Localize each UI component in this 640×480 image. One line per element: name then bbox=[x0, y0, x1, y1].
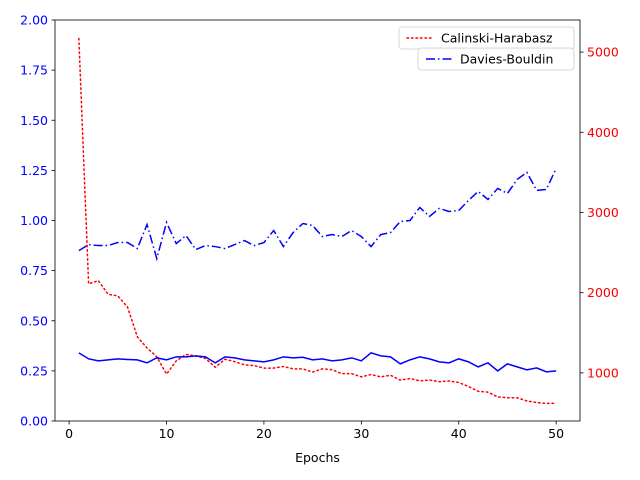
legend-label: Calinski-Harabasz bbox=[441, 31, 553, 46]
axes-spines bbox=[54, 19, 581, 422]
x-tick-label: 10 bbox=[159, 426, 175, 441]
left-tick-label: 0.25 bbox=[20, 363, 48, 378]
plot-frame bbox=[54, 19, 581, 422]
left-tick-label: 1.25 bbox=[20, 163, 48, 178]
x-tick-label: 50 bbox=[548, 426, 564, 441]
left-tick-label: 1.50 bbox=[20, 113, 48, 128]
x-tick-label: 0 bbox=[65, 426, 73, 441]
right-tick-label: 3000 bbox=[587, 205, 619, 220]
left-tick-label: 0.75 bbox=[20, 263, 48, 278]
right-tick-label: 2000 bbox=[587, 285, 619, 300]
left-tick-label: 2.00 bbox=[20, 13, 48, 28]
right-tick-label: 5000 bbox=[587, 45, 619, 60]
left-tick-label: 0.50 bbox=[20, 313, 48, 328]
x-tick-label: 40 bbox=[451, 426, 467, 441]
series-unlabeled-2-line bbox=[78, 351, 557, 373]
series-layer bbox=[78, 37, 557, 405]
x-tick-label: 30 bbox=[353, 426, 369, 441]
right-tick-label: 4000 bbox=[587, 125, 619, 140]
right-axis-ticks: 1000 2000 3000 4000 5000 bbox=[580, 45, 619, 380]
legend: Calinski-Harabasz Davies-Bouldin bbox=[398, 26, 575, 71]
x-tick-label: 20 bbox=[256, 426, 272, 441]
series-calinski-harabasz-line bbox=[78, 37, 557, 405]
legend-box bbox=[417, 47, 575, 71]
left-tick-label: 1.00 bbox=[20, 213, 48, 228]
left-tick-label: 1.75 bbox=[20, 63, 48, 78]
right-tick-label: 1000 bbox=[587, 365, 619, 380]
plot-area bbox=[78, 37, 557, 405]
x-axis-label: Epochs bbox=[295, 450, 340, 465]
x-axis-ticks: 0 10 20 30 40 50 bbox=[65, 421, 564, 441]
left-axis-ticks: 0.00 0.25 0.50 0.75 1.00 1.25 1.50 1.75 2.00 bbox=[20, 13, 55, 429]
legend-label: Davies-Bouldin bbox=[460, 52, 553, 67]
series-davies-bouldin-line bbox=[78, 168, 557, 262]
left-tick-label: 0.00 bbox=[20, 414, 48, 429]
